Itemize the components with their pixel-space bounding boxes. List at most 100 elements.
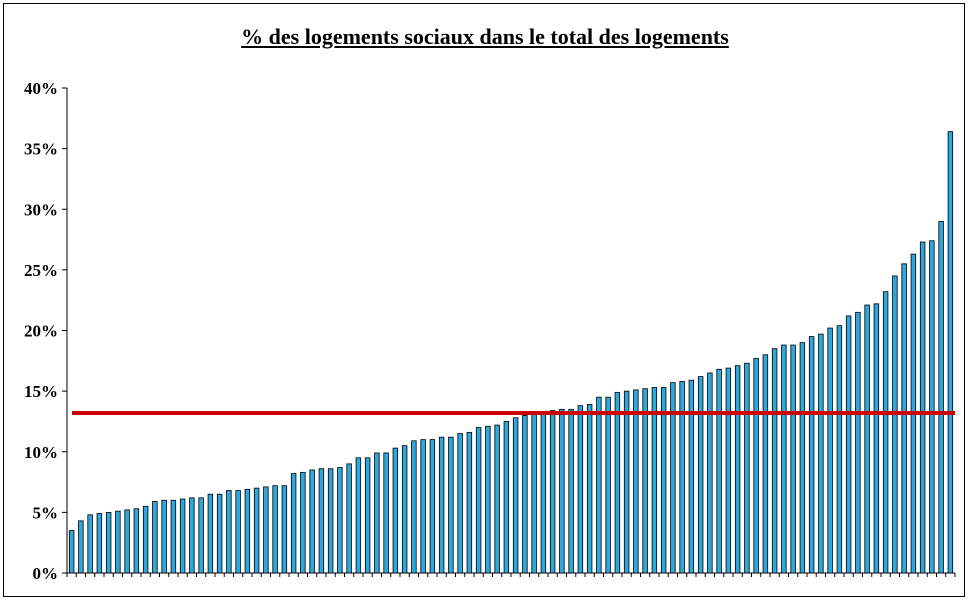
bar [725,367,732,574]
bar [448,436,454,574]
bar [522,414,528,574]
bar [651,387,658,574]
bar [744,362,750,574]
bar [383,452,389,574]
bar [290,473,297,574]
bar [494,424,500,574]
y-tick-label: 0% [33,564,59,583]
bar [549,410,556,574]
bar [864,304,870,574]
bar [512,417,519,574]
bar [938,220,944,574]
bar [540,411,547,574]
bar [596,396,602,574]
bar [198,497,204,574]
bar [87,514,93,574]
bar [411,440,417,574]
y-tick-label: 40% [24,79,58,98]
bar [133,508,140,574]
bar [152,501,158,574]
bar [799,342,806,574]
bar [697,376,704,574]
bar [586,404,593,574]
bar [475,427,482,574]
bar [161,499,167,574]
bar [207,493,214,574]
y-tick-label: 20% [24,322,58,341]
bar [827,327,833,574]
bar [808,336,815,574]
bar [707,372,713,574]
bar [142,505,149,574]
bar [577,405,584,574]
y-tick-label: 25% [24,261,58,280]
bar [300,471,306,574]
chart-title: % des logements sociaux dans le total de… [241,24,729,49]
bar [901,263,907,574]
bar [263,486,269,574]
bar-chart: 0% 5% 10% 15% 20% 25% 30% 35% 40% [24,79,956,583]
bar [762,354,769,574]
bar [845,315,852,574]
bar [466,431,473,574]
bar [605,396,611,574]
bar [818,333,824,574]
bar [318,468,325,574]
bar [346,463,352,574]
bar [947,131,954,574]
bar [337,467,343,574]
bar [660,387,667,574]
bar [355,457,362,574]
chart-frame: % des logements sociaux dans le total de… [3,3,965,597]
bar [244,488,251,574]
bar [253,487,260,574]
bar [429,439,436,574]
bar [531,412,537,574]
y-tick-label: 35% [24,140,58,159]
bar [124,509,130,574]
bar [281,485,288,574]
bar [679,381,685,574]
bar [688,379,695,574]
bar [189,497,195,574]
bar [374,452,380,574]
bar [272,485,278,574]
bar [771,348,778,574]
bar [327,468,334,574]
bar [216,493,223,574]
bar [68,530,75,574]
bar [96,513,103,574]
bar [642,388,648,574]
bar [457,433,463,574]
bar [670,382,676,574]
bar [364,457,371,574]
bar [614,391,621,574]
bar [401,445,408,574]
bar [105,511,112,574]
bar [753,357,759,574]
bar [919,241,926,574]
bar [170,499,177,574]
bar [790,344,796,574]
bar [734,365,741,574]
bar [892,275,898,574]
bar [420,439,426,574]
bar [836,325,843,574]
y-tick-label: 30% [24,200,58,219]
bar [781,344,787,574]
bar [392,447,399,574]
bar [78,520,84,574]
bar [929,240,935,574]
bar [873,303,880,574]
bar [503,421,510,574]
bar [226,490,232,574]
bar [623,390,630,574]
bar [882,291,889,574]
bar [855,311,861,574]
bar [485,425,491,574]
y-tick-label: 15% [24,382,58,401]
bar [309,469,315,574]
bar [438,436,445,574]
bar [559,408,565,574]
y-tick-label: 10% [24,443,58,462]
